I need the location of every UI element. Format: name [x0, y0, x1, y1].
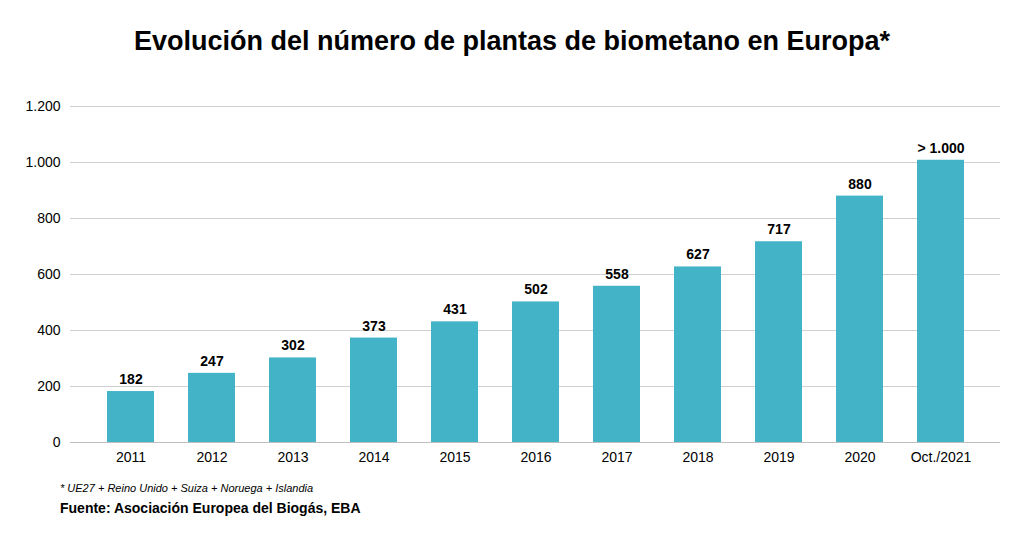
svg-text:2020: 2020: [844, 449, 875, 465]
svg-text:2016: 2016: [520, 449, 551, 465]
html-text:* UE27 + Reino Unido + Suiza +: * UE27 + Reino Unido + Suiza + Noruega +…: [60, 482, 314, 494]
svg-text:558: 558: [605, 266, 629, 282]
svg-text:182: 182: [119, 371, 143, 387]
svg-text:880: 880: [848, 176, 872, 192]
svg-text:1.200: 1.200: [25, 98, 60, 114]
svg-text:0: 0: [53, 434, 61, 450]
svg-text:717: 717: [767, 221, 791, 237]
svg-text:Oct./2021: Oct./2021: [911, 449, 972, 465]
svg-text:502: 502: [524, 281, 548, 297]
svg-text:2013: 2013: [277, 449, 308, 465]
svg-text:> 1.000: > 1.000: [917, 140, 964, 156]
svg-text:2015: 2015: [439, 449, 470, 465]
svg-text:373: 373: [362, 318, 386, 334]
svg-text:800: 800: [37, 210, 61, 226]
svg-text:247: 247: [200, 353, 224, 369]
svg-text:2014: 2014: [358, 449, 389, 465]
svg-text:1.000: 1.000: [25, 154, 60, 170]
svg-text:400: 400: [37, 322, 61, 338]
svg-text:2012: 2012: [196, 449, 227, 465]
svg-text:2019: 2019: [763, 449, 794, 465]
svg-text:431: 431: [443, 301, 467, 317]
svg-text:600: 600: [37, 266, 61, 282]
html-text:Fuente: Asociación Europea del: Fuente: Asociación Europea del Biogás, E…: [60, 500, 361, 516]
svg-text:2011: 2011: [116, 449, 146, 465]
svg-text:627: 627: [686, 246, 710, 262]
html-text:Evolución del número de planta: Evolución del número de plantas de biome…: [133, 26, 891, 56]
svg-text:200: 200: [37, 378, 61, 394]
svg-text:302: 302: [281, 337, 305, 353]
svg-text:2018: 2018: [682, 449, 713, 465]
svg-text:2017: 2017: [601, 449, 632, 465]
